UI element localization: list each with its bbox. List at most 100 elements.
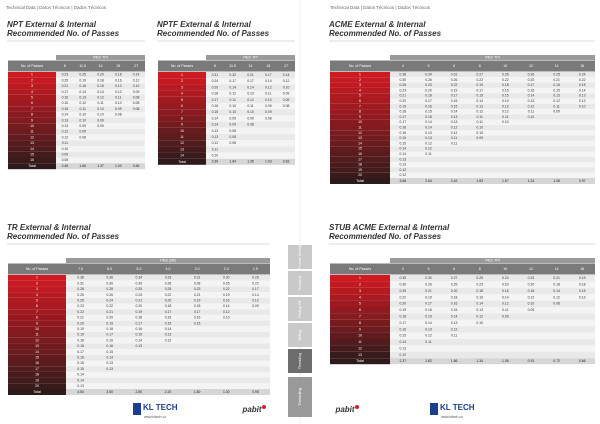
total-label-cell xyxy=(330,178,390,184)
cell: 0.25 xyxy=(79,73,86,77)
row-stripe xyxy=(56,72,145,78)
total-label: Total xyxy=(178,160,186,164)
column-head: 8 xyxy=(214,64,216,68)
cell: 0.16 xyxy=(106,344,113,348)
cell: 0.28 xyxy=(194,281,201,285)
row-label-cell xyxy=(330,114,390,120)
row-label-cell xyxy=(158,103,206,110)
total-cell: 1.80 xyxy=(194,390,201,394)
cell: 0.13 xyxy=(77,384,84,388)
row-label: 9 xyxy=(36,321,38,325)
cell: 0.20 xyxy=(400,99,407,103)
cell: 0.12 xyxy=(553,99,560,103)
row-stripe xyxy=(66,280,270,287)
header-left: Technical Data | Datos Técnicos | Dados … xyxy=(6,5,107,10)
cell: 0.13 xyxy=(451,115,458,119)
cell: 0.25 xyxy=(136,287,143,291)
cell: 0.10 xyxy=(212,154,219,158)
row-label-cell xyxy=(158,127,206,134)
cell: 0.18 xyxy=(165,304,172,308)
row-stripe xyxy=(66,303,270,310)
total-cell: 0.66 xyxy=(579,359,586,363)
row-label-cell xyxy=(330,109,390,115)
row-label: 7 xyxy=(181,110,183,114)
row-label-cell xyxy=(8,320,66,327)
cell: 0.12 xyxy=(553,295,560,299)
row-label-cell xyxy=(8,100,56,107)
column-head: 18 xyxy=(116,64,120,68)
row-stripe xyxy=(390,93,595,99)
total-cell: 1.57 xyxy=(502,179,509,183)
cell: 0.16 xyxy=(115,78,122,82)
row-label: 1 xyxy=(31,73,33,77)
cell: 0.15 xyxy=(425,110,432,114)
cell: 0.10 xyxy=(79,118,86,122)
cell: 0.13 xyxy=(212,129,219,133)
cell: 0.16 xyxy=(502,289,509,293)
cell: 0.18 xyxy=(502,83,509,87)
row-label: 18 xyxy=(35,373,39,377)
row-label-cell xyxy=(8,106,56,112)
total-label: Total xyxy=(356,359,364,363)
row-label-cell xyxy=(330,326,390,333)
row-label-cell xyxy=(330,281,390,288)
row-label-cell xyxy=(8,354,66,361)
row-label: 10 xyxy=(358,334,362,338)
cell: 0.13 xyxy=(425,136,432,140)
row-label-cell xyxy=(330,103,390,110)
row-stripe xyxy=(56,83,145,90)
total-cell: 2.45 xyxy=(62,164,69,168)
cell: 0.15 xyxy=(400,334,407,338)
row-stripe xyxy=(66,343,270,350)
total-cell: 0.63 xyxy=(283,160,290,164)
row-label-cell xyxy=(330,119,390,125)
cell: 0.12 xyxy=(62,135,69,139)
side-tab xyxy=(288,323,312,347)
cell: 0.15 xyxy=(579,83,586,87)
column-head: 5 xyxy=(427,267,429,271)
cell: 0.12 xyxy=(265,85,272,89)
cell: 0.12 xyxy=(476,110,483,114)
row-label-cell xyxy=(330,146,390,152)
row-label-cell xyxy=(330,307,390,314)
cell: 0.10 xyxy=(283,85,290,89)
column-head: 11.5 xyxy=(79,64,86,68)
cell: 0.17 xyxy=(212,98,219,102)
cell: 0.21 xyxy=(400,94,407,98)
cell: 0.09 xyxy=(229,116,236,120)
table-title: NPT External & Internal xyxy=(7,20,97,29)
cell: 0.22 xyxy=(579,78,586,82)
row-label-cell xyxy=(8,140,56,147)
column-head: 1.5 xyxy=(253,267,258,271)
table-title: ACME External & Internal xyxy=(328,20,426,29)
cell: 0.25 xyxy=(223,281,230,285)
total-cell: 4.50 xyxy=(77,390,84,394)
cell: 0.13 xyxy=(247,92,254,96)
cell: 0.14 xyxy=(425,120,432,124)
cell: 0.30 xyxy=(136,281,143,285)
row-stripe xyxy=(66,326,270,332)
row-label-cell xyxy=(330,313,390,320)
row-stripe xyxy=(206,146,295,153)
row-stripe xyxy=(390,119,595,125)
row-stripe xyxy=(56,100,145,107)
total-cell: 1.06 xyxy=(502,359,509,363)
cell: 0.30 xyxy=(223,276,230,280)
row-label-cell xyxy=(8,83,56,90)
cell: 0.09 xyxy=(252,304,259,308)
cell: 0.12 xyxy=(212,141,219,145)
cell: 0.19 xyxy=(106,321,113,325)
row-label-cell xyxy=(330,151,390,157)
cell: 0.19 xyxy=(451,88,458,92)
column-head: 8 xyxy=(479,64,481,68)
total-label: Total xyxy=(356,179,364,183)
cell: 0.31 xyxy=(451,73,458,77)
cell: 0.18 xyxy=(97,78,104,82)
cell: 0.15 xyxy=(136,333,143,337)
cell: 0.15 xyxy=(165,321,172,325)
total-cell: 1.30 xyxy=(223,390,230,394)
cell: 0.11 xyxy=(502,115,508,119)
cell: 0.21 xyxy=(77,316,84,320)
cell: 0.14 xyxy=(400,152,407,156)
cell: 0.14 xyxy=(579,88,586,92)
